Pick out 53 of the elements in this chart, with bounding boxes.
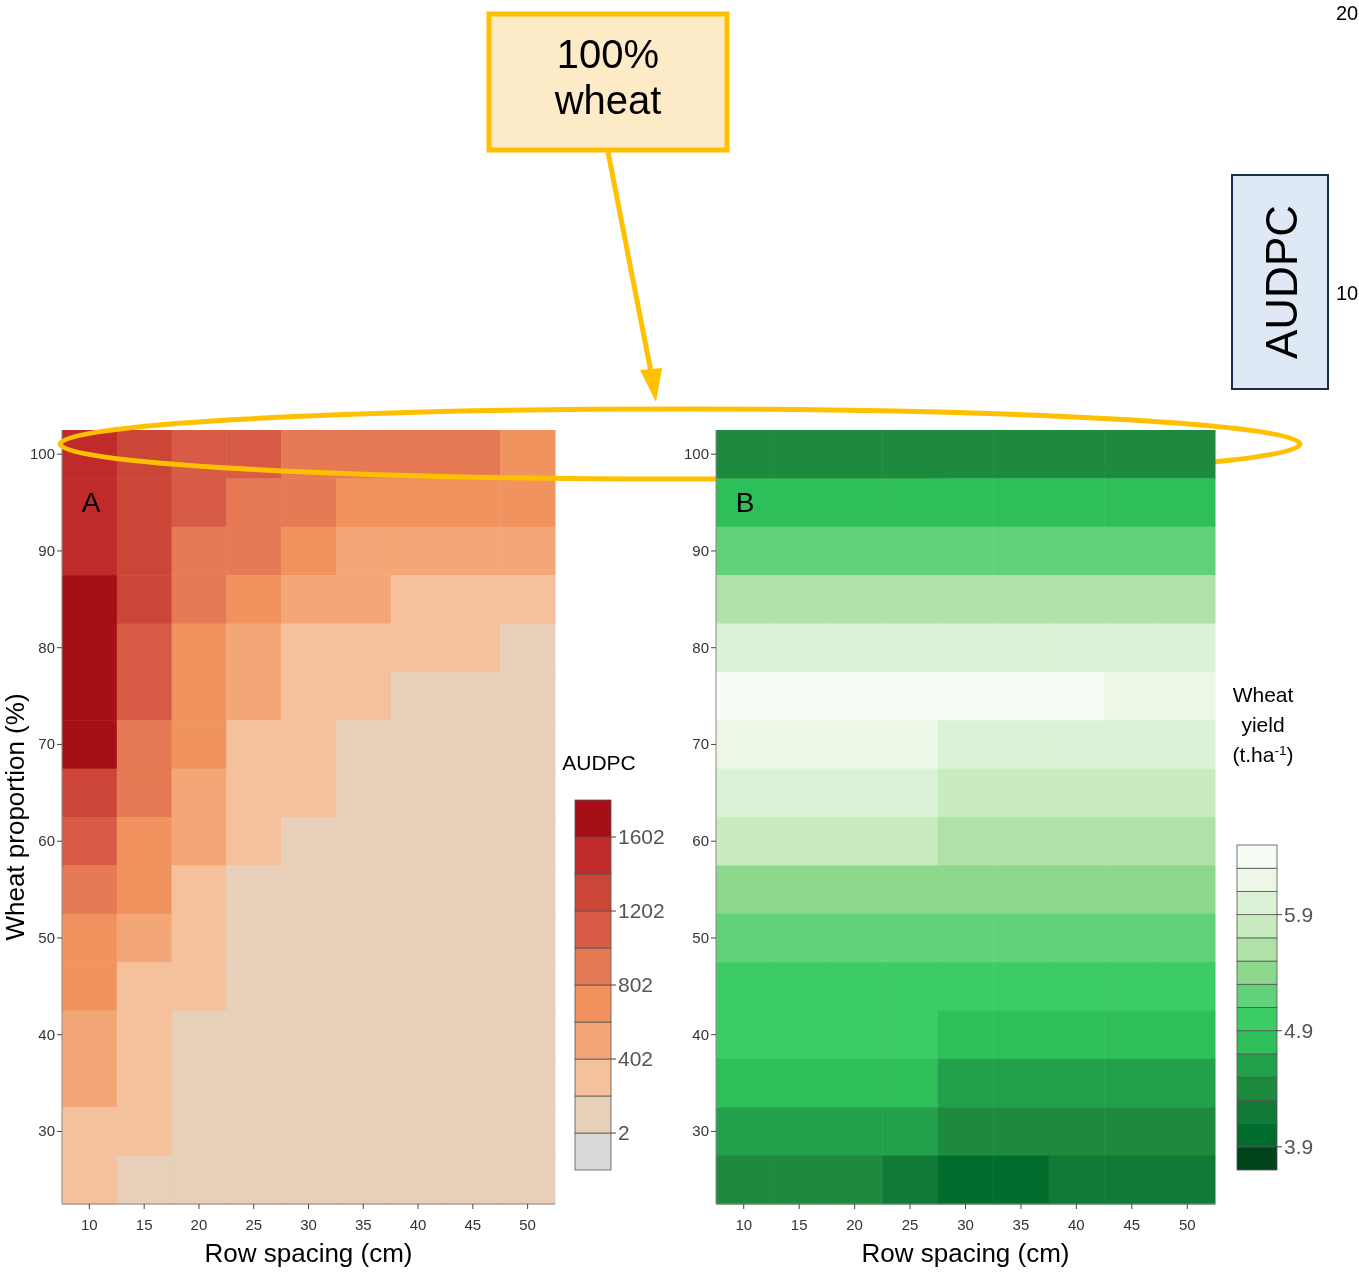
y-tick-label: 60	[692, 832, 709, 850]
x-tick-label: 30	[957, 1216, 974, 1233]
text: AUDPC	[1257, 204, 1306, 360]
x-tick-label: 50	[1178, 1216, 1196, 1233]
x-tick-label: 45	[1123, 1216, 1141, 1233]
text: 100% wheat	[553, 32, 662, 122]
annotation: B	[735, 487, 755, 518]
x-tick-label: 40	[1068, 1216, 1085, 1233]
x-tick-label: 25	[245, 1216, 263, 1233]
color-bar-label: 802	[618, 973, 654, 996]
y-tick-label: 90	[38, 541, 55, 559]
x-axis-title: Row spacing (cm)	[861, 1238, 1070, 1268]
x-tick-label: 50	[519, 1216, 536, 1233]
color-bar-title: Wheat yield (t.ha$^{-1}$)	[1232, 683, 1294, 766]
x-tick-label: 20	[190, 1216, 208, 1233]
x-tick-label: 35	[1012, 1216, 1030, 1233]
y-tick-label: 40	[692, 1025, 709, 1043]
x-tick-label: 45	[464, 1216, 482, 1233]
x-tick-label: 10	[735, 1216, 753, 1233]
text: 20	[1336, 2, 1359, 24]
x-axis-title: Row spacing (cm)	[204, 1238, 413, 1268]
x-tick-label: 40	[409, 1216, 427, 1233]
y-tick-label: 50	[38, 928, 55, 946]
color-bar-label: 1602	[618, 825, 665, 848]
y-tick-label: 30	[38, 1122, 55, 1140]
y-tick-label: 70	[38, 735, 55, 753]
x-tick-label: 15	[135, 1216, 153, 1233]
x-tick-label: 10	[81, 1216, 98, 1233]
color-bar-title: AUDPC	[562, 751, 636, 774]
x-tick-label: 30	[300, 1216, 317, 1233]
y-tick-label: 80	[38, 638, 55, 656]
y-tick-label: 100	[29, 445, 55, 463]
y-tick-label: 50	[692, 928, 709, 946]
x-tick-label: 25	[901, 1216, 919, 1233]
y-tick-label: 100	[683, 445, 709, 463]
x-tick-label: 35	[354, 1216, 372, 1233]
color-bar-label: 1202	[618, 899, 665, 922]
color-bar-label: 5.9	[1284, 902, 1314, 926]
y-tick-label: 80	[692, 638, 709, 656]
text: 10	[1336, 282, 1359, 304]
y-tick-label: 70	[692, 735, 709, 753]
y-tick-label: 40	[38, 1025, 55, 1043]
color-bar-label: 4.9	[1284, 1018, 1314, 1042]
y-tick-label: 30	[692, 1122, 709, 1140]
color-bar-label: 402	[618, 1047, 654, 1070]
annotation: A	[81, 487, 101, 518]
color-bar-label: 3.9	[1284, 1134, 1314, 1158]
x-tick-label: 20	[846, 1216, 863, 1233]
x-tick-label: 15	[790, 1216, 808, 1233]
y-tick-label: 90	[692, 541, 709, 559]
y-tick-label: 60	[38, 832, 55, 850]
color-bar-label: 2	[618, 1121, 630, 1144]
y-axis-title: Wheat proportion (%)	[0, 693, 30, 941]
